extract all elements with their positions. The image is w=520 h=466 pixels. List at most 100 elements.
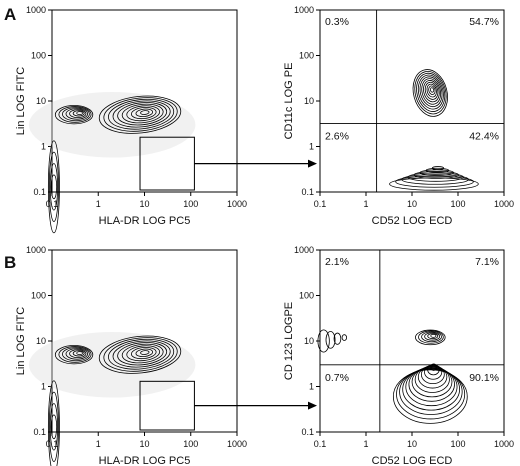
quadrant-percent-lower-right: 42.4% (469, 131, 499, 143)
x-tick-label: 0.1 (46, 199, 59, 209)
gate-arrows (194, 159, 317, 410)
contour-line (76, 111, 83, 116)
population-contours (54, 105, 94, 125)
contour-line (421, 78, 442, 105)
y-tick-label: 1000 (26, 5, 46, 15)
contour-line (117, 102, 168, 126)
contour-line (415, 329, 446, 346)
contour-line (121, 103, 164, 124)
contour-line (140, 350, 150, 355)
x-tick-label: 0.1 (46, 439, 59, 449)
y-tick-label: 100 (31, 51, 46, 61)
contour-line (58, 346, 92, 363)
panel-letter-a: A (4, 5, 16, 24)
y-tick-label: 1000 (26, 245, 46, 255)
contour-line (65, 348, 89, 360)
x-tick-label: 1 (363, 439, 368, 449)
contour-line (135, 108, 154, 117)
contour-line (72, 350, 85, 357)
contour-line (121, 343, 164, 364)
contour-line (76, 351, 83, 356)
population-contours (415, 329, 446, 346)
population-contours (54, 345, 94, 365)
contour-line (108, 338, 175, 370)
y-tick-label: 100 (299, 51, 314, 61)
contour-line (401, 174, 469, 185)
contour-line (112, 100, 171, 128)
x-tick-label: 100 (183, 199, 198, 209)
y-tick-label: 10 (304, 336, 314, 346)
y-tick-label: 10 (36, 96, 46, 106)
contour-line (48, 151, 59, 222)
population-contours (317, 329, 347, 353)
x-tick-label: 100 (450, 439, 465, 449)
contour-line (341, 334, 347, 341)
population-contours (98, 95, 182, 134)
population-contours (98, 335, 182, 374)
contour-line (65, 108, 89, 120)
contour-line (103, 97, 178, 132)
contour-line (98, 335, 182, 374)
contour-line (126, 105, 161, 122)
y-axis-title: CD 123 LOGPE (283, 302, 295, 380)
plot-frame (319, 9, 505, 193)
contour-line (418, 330, 444, 344)
population-contours (389, 166, 479, 191)
y-tick-label: 1 (41, 382, 46, 392)
panel-letter-b: B (4, 253, 16, 272)
x-tick-label: 10 (407, 199, 417, 209)
contour-line (395, 175, 474, 188)
contour-line (424, 81, 439, 100)
contour-line (47, 140, 60, 234)
contour-line (108, 98, 175, 130)
contour-line (417, 365, 448, 389)
x-axis-title: CD52 LOG ECD (372, 455, 453, 466)
contour-line (419, 76, 443, 108)
gate-arrow-head (308, 401, 317, 410)
contour-line (421, 331, 442, 343)
x-tick-label: 0.1 (314, 439, 327, 449)
contour-line (417, 74, 444, 110)
contour-line (62, 347, 90, 362)
contour-line (428, 85, 436, 95)
contour-line (49, 163, 59, 211)
x-axis-title: HLA-DR LOG PC5 (99, 215, 191, 227)
quadrant-percent-lower-right: 90.1% (469, 372, 499, 384)
contour-line (62, 107, 90, 122)
contour-line (130, 106, 157, 120)
contour-line (103, 337, 178, 372)
quadrant-percent-upper-left: 2.1% (325, 256, 349, 268)
contour-line (126, 345, 161, 362)
x-axis-title: HLA-DR LOG PC5 (99, 455, 191, 466)
x-tick-label: 1000 (494, 439, 514, 449)
contour-line (425, 167, 450, 173)
contour-line (317, 329, 330, 353)
contour-line (426, 83, 437, 98)
contour-line (112, 340, 171, 368)
contour-line (117, 342, 168, 366)
contour-line (135, 348, 154, 357)
contour-line (424, 332, 441, 341)
x-tick-label: 10 (407, 439, 417, 449)
quadrant-percent-upper-right: 7.1% (475, 256, 499, 268)
contour-line (408, 366, 455, 402)
contour-line (69, 109, 87, 119)
contour-line (413, 171, 459, 179)
x-tick-label: 100 (450, 199, 465, 209)
y-tick-label: 10 (304, 96, 314, 106)
gate-box (139, 136, 195, 191)
contour-line (405, 367, 458, 407)
y-tick-label: 1000 (294, 5, 314, 15)
contour-plot-b-right: 0.1 1 10 100 1000 0.1 1 10 100 1000 CD52 LOG ECD CD… (283, 245, 514, 466)
y-axis-title: Lin LOG FITC (15, 67, 27, 136)
x-tick-label: 1000 (227, 439, 247, 449)
y-axis-title: CD11c LOG PE (283, 63, 295, 140)
y-tick-label: 1 (41, 142, 46, 152)
contour-plot-b-left: 0.1 1 10 100 1000 0.1 1 10 100 1000 HLA-DR LOG PC5… (15, 245, 247, 466)
contour-line (430, 363, 438, 371)
quadrant-percent-upper-right: 54.7% (469, 16, 499, 28)
x-axis-title: CD52 LOG ECD (372, 215, 453, 227)
quadrant-percent-lower-left: 0.7% (325, 372, 349, 384)
contour-line (72, 110, 85, 117)
